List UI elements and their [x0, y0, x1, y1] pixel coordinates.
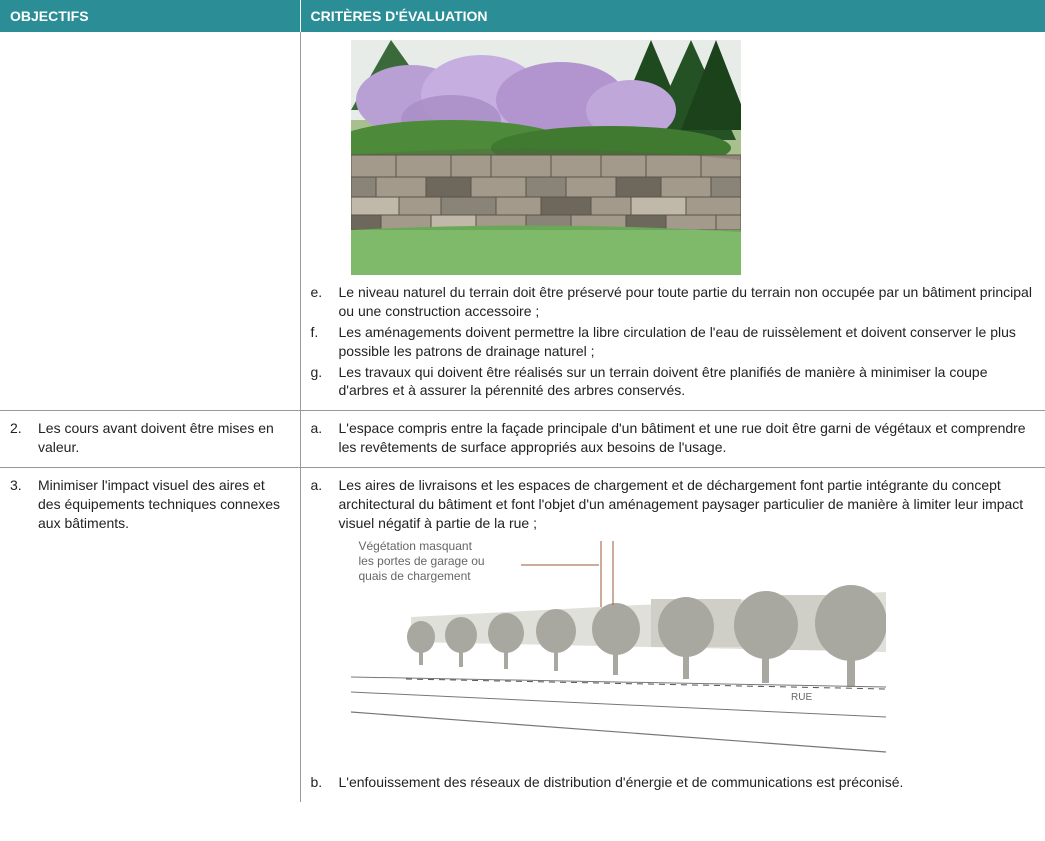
objective-text: Minimiser l'impact visuel des aires et d… — [38, 476, 290, 533]
objective-cell-empty — [0, 32, 300, 411]
criteria-cell: a. L'espace compris entre la façade prin… — [300, 411, 1045, 468]
criteria-letter: f. — [311, 323, 325, 361]
criteria-list: a. Les aires de livraisons et les espace… — [311, 476, 1036, 533]
criteria-text: Les aires de livraisons et les espaces d… — [339, 476, 1036, 533]
criteria-text: L'enfouissement des réseaux de distribut… — [339, 773, 904, 792]
objective-cell: 2. Les cours avant doivent être mises en… — [0, 411, 300, 468]
objective-text: Les cours avant doivent être mises en va… — [38, 419, 290, 457]
criteria-item: e. Le niveau naturel du terrain doit êtr… — [311, 283, 1036, 321]
criteria-list: e. Le niveau naturel du terrain doit êtr… — [311, 283, 1036, 400]
illustration-stone-wall — [351, 40, 741, 275]
criteria-text: L'espace compris entre la façade princip… — [339, 419, 1036, 457]
street-label: RUE — [791, 692, 812, 703]
criteria-item: b. L'enfouissement des réseaux de distri… — [311, 773, 1036, 792]
illustration-street-diagram: RUE Végétation masquant les portes de ga… — [351, 537, 886, 767]
criteria-text: Le niveau naturel du terrain doit être p… — [339, 283, 1036, 321]
objectives-criteria-table: OBJECTIFS CRITÈRES D'ÉVALUATION — [0, 0, 1045, 802]
criteria-letter: g. — [311, 363, 325, 401]
criteria-cell: e. Le niveau naturel du terrain doit êtr… — [300, 32, 1045, 411]
criteria-item: f. Les aménagements doivent permettre la… — [311, 323, 1036, 361]
objective-cell: 3. Minimiser l'impact visuel des aires e… — [0, 468, 300, 802]
table-row: 3. Minimiser l'impact visuel des aires e… — [0, 468, 1045, 802]
criteria-list: b. L'enfouissement des réseaux de distri… — [311, 773, 1036, 792]
criteria-item: g. Les travaux qui doivent être réalisés… — [311, 363, 1036, 401]
criteria-item: a. Les aires de livraisons et les espace… — [311, 476, 1036, 533]
criteria-item: a. L'espace compris entre la façade prin… — [311, 419, 1036, 457]
criteria-cell: a. Les aires de livraisons et les espace… — [300, 468, 1045, 802]
header-objectifs: OBJECTIFS — [0, 0, 300, 32]
criteria-letter: a. — [311, 419, 325, 457]
criteria-text: Les travaux qui doivent être réalisés su… — [339, 363, 1036, 401]
criteria-letter: e. — [311, 283, 325, 321]
table-row: 2. Les cours avant doivent être mises en… — [0, 411, 1045, 468]
criteria-letter: b. — [311, 773, 325, 792]
criteria-list: a. L'espace compris entre la façade prin… — [311, 419, 1036, 457]
table-row: e. Le niveau naturel du terrain doit êtr… — [0, 32, 1045, 411]
objective-item: 2. Les cours avant doivent être mises en… — [10, 419, 290, 457]
objective-item: 3. Minimiser l'impact visuel des aires e… — [10, 476, 290, 533]
diagram-annotation: Végétation masquant les portes de garage… — [359, 539, 485, 584]
header-criteres: CRITÈRES D'ÉVALUATION — [300, 0, 1045, 32]
objective-number: 3. — [10, 476, 24, 533]
criteria-text: Les aménagements doivent permettre la li… — [339, 323, 1036, 361]
criteria-letter: a. — [311, 476, 325, 533]
objective-number: 2. — [10, 419, 24, 457]
stone-wall-svg — [351, 40, 741, 275]
